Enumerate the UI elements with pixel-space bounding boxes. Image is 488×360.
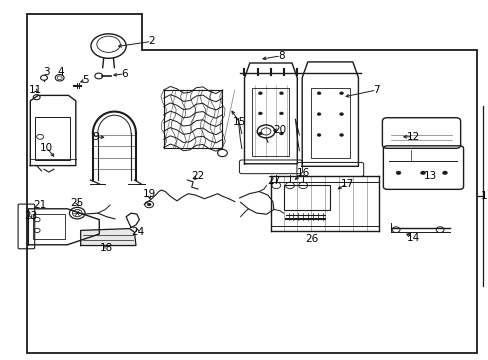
Text: 27: 27 (266, 176, 280, 186)
Text: 13: 13 (423, 171, 436, 181)
Text: 5: 5 (82, 75, 89, 85)
Text: 18: 18 (100, 243, 113, 253)
Text: 24: 24 (131, 227, 144, 237)
Text: 11: 11 (28, 85, 42, 95)
Circle shape (420, 171, 425, 175)
Circle shape (339, 134, 343, 136)
Text: 15: 15 (232, 117, 246, 127)
Circle shape (279, 132, 283, 135)
Text: 26: 26 (305, 234, 318, 244)
Circle shape (316, 113, 320, 116)
Text: 17: 17 (340, 179, 353, 189)
Text: 23: 23 (24, 211, 38, 221)
Text: 6: 6 (121, 69, 128, 79)
Text: 16: 16 (296, 168, 309, 178)
Bar (252, 88, 289, 156)
Text: 19: 19 (142, 189, 156, 199)
Circle shape (442, 171, 447, 175)
Circle shape (279, 112, 283, 115)
Text: 20: 20 (273, 125, 285, 135)
Circle shape (339, 92, 343, 95)
Text: 2: 2 (148, 36, 155, 46)
Text: 1: 1 (480, 191, 487, 201)
Text: 9: 9 (92, 132, 99, 142)
Circle shape (316, 134, 320, 136)
Polygon shape (81, 229, 136, 246)
Circle shape (279, 92, 283, 95)
Text: 7: 7 (372, 85, 379, 95)
Text: 12: 12 (406, 132, 419, 142)
Bar (283, 185, 329, 210)
Text: 21: 21 (33, 200, 47, 210)
Text: 8: 8 (277, 51, 284, 61)
Bar (310, 88, 349, 158)
Text: 4: 4 (58, 67, 64, 77)
Circle shape (339, 113, 343, 116)
Bar (33, 214, 65, 239)
Text: 14: 14 (406, 233, 419, 243)
Text: 25: 25 (70, 198, 84, 208)
Circle shape (316, 92, 320, 95)
Text: 10: 10 (40, 143, 53, 153)
Text: 3: 3 (43, 67, 50, 77)
Circle shape (147, 203, 151, 206)
Bar (35, 117, 70, 160)
Circle shape (258, 92, 262, 95)
Circle shape (258, 132, 262, 135)
Circle shape (258, 112, 262, 115)
Text: 22: 22 (191, 171, 204, 181)
Circle shape (395, 171, 400, 175)
